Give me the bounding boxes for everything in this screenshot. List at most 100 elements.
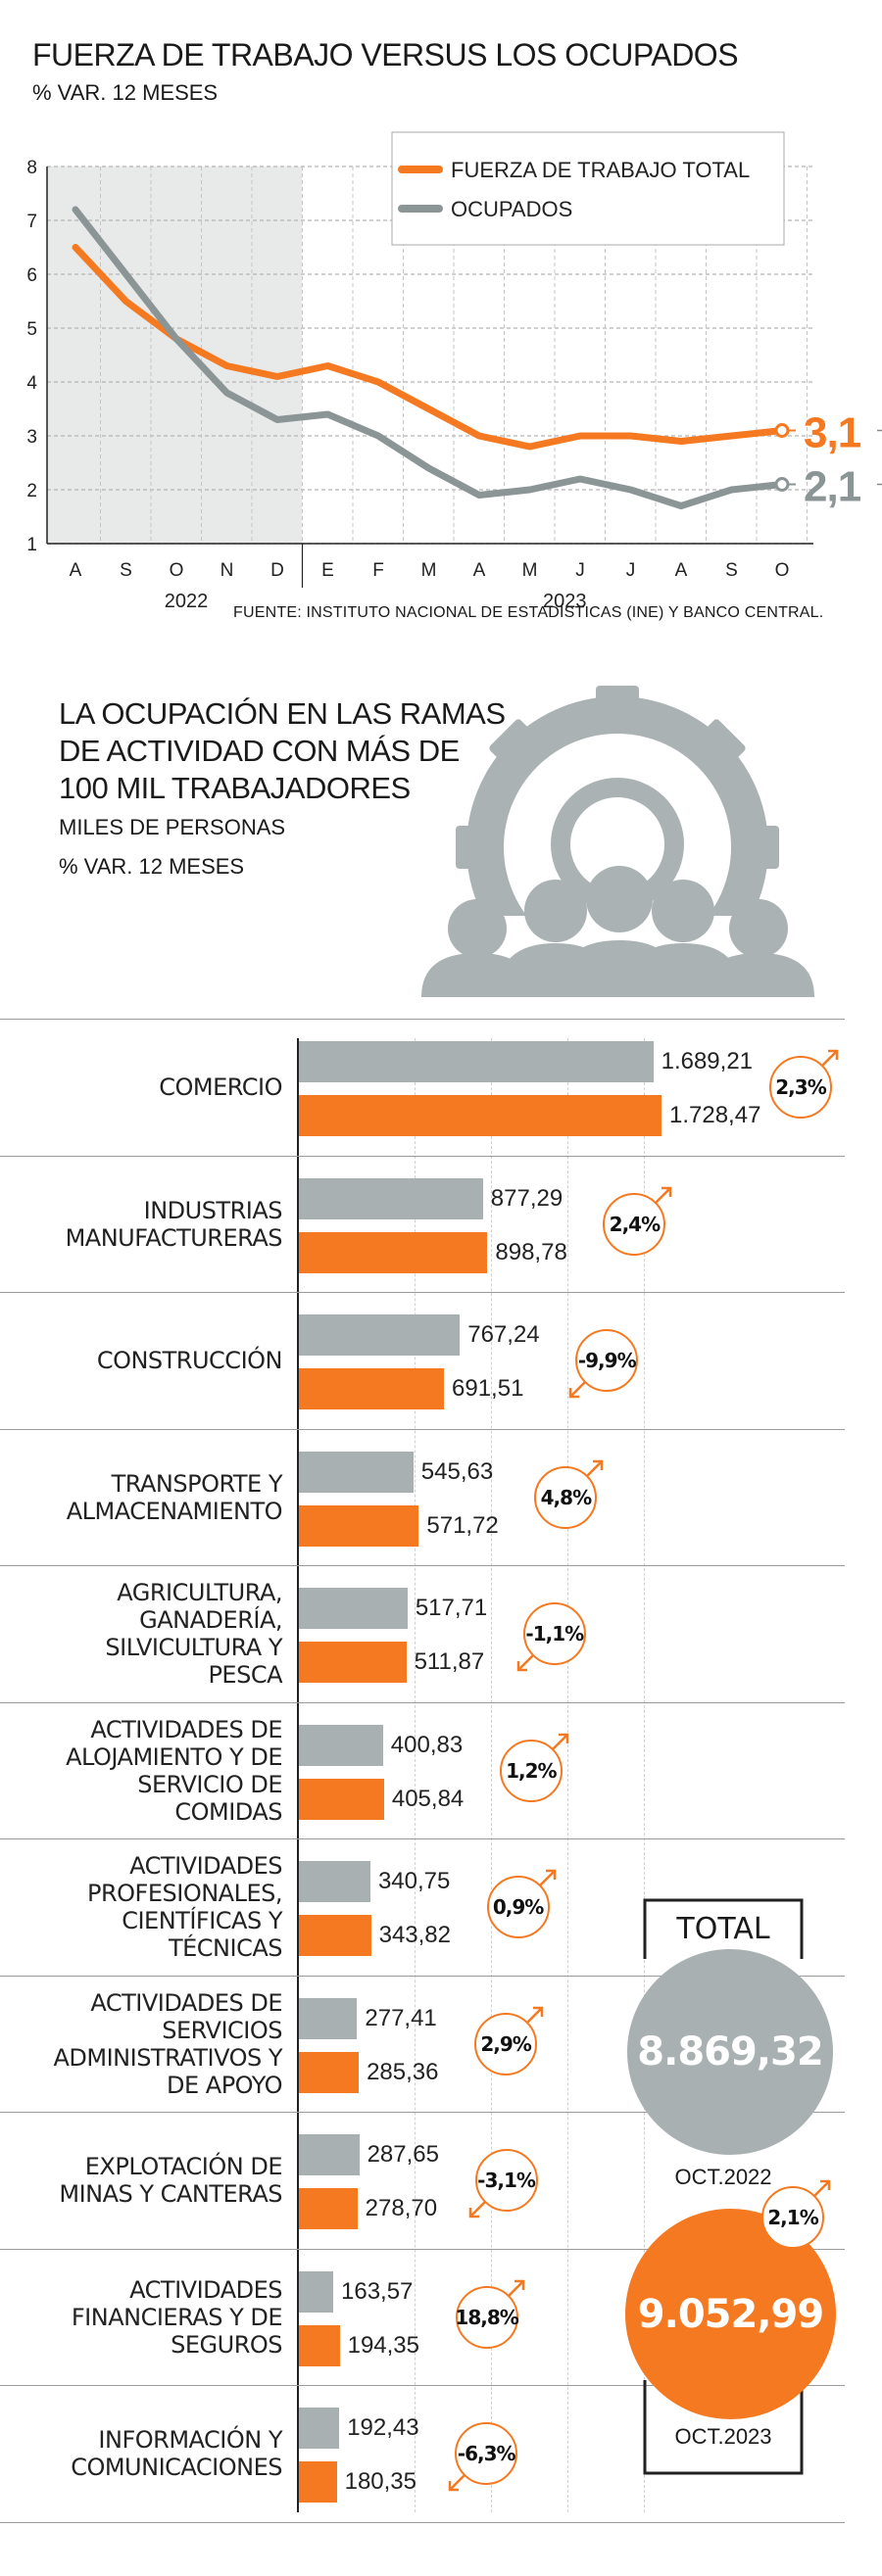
category-label-line: MANUFACTURERAS: [65, 1223, 283, 1252]
category-label-line: COMERCIO: [159, 1073, 282, 1101]
change-badge: -3,1%: [468, 2149, 538, 2218]
bar-oct2022: [299, 1451, 414, 1493]
x-tick-label: A: [675, 560, 688, 581]
series-line: [72, 244, 786, 451]
change-badge: 4,8%: [534, 1459, 604, 1529]
category-label: AGRICULTURA, GANADERÍA, SILVICULTURA Y PESC…: [20, 1579, 282, 1689]
bar-gridline: [567, 1038, 568, 2512]
change-badge: 2,4%: [603, 1186, 672, 1256]
value-label-oct2023: 194,35: [347, 2331, 419, 2359]
x-tick-label: O: [170, 560, 184, 581]
category-label-line: COMIDAS: [174, 1797, 282, 1826]
x-tick-label: A: [473, 560, 486, 581]
category-label-line: ACTIVIDADES DE: [90, 1715, 282, 1743]
x-tick-label: S: [725, 560, 738, 581]
value-label-oct2022: 767,24: [467, 1321, 540, 1348]
x-tick-label: A: [70, 560, 82, 581]
arrow-down-left-icon: [516, 1654, 534, 1672]
series-line: [72, 206, 786, 509]
category-label: CONSTRUCCIÓN: [20, 1347, 283, 1374]
bar-oct2023: [299, 2051, 360, 2093]
series-end-label: 3,1: [804, 409, 861, 457]
change-badge: -6,3%: [448, 2422, 518, 2492]
change-value: 4,8%: [540, 1485, 592, 1509]
arrow-up-right-icon: [821, 1049, 839, 1067]
bar-oct2023: [299, 1778, 384, 1820]
total-change-value: 2,1%: [767, 2206, 818, 2229]
row-separator: [0, 1428, 845, 1430]
category-label-line: INDUSTRIAS: [143, 1196, 283, 1224]
bar-oct2023: [299, 2188, 358, 2229]
category-label: INFORMACIÓN Y COMUNICACIONES: [20, 2426, 282, 2481]
value-label-oct2023: 180,35: [344, 2468, 416, 2495]
value-label-oct2022: 277,41: [365, 2004, 437, 2031]
category-label: ACTIVIDADES FINANCIERAS Y DE SEGUROS: [20, 2276, 283, 2359]
category-label-line: MINAS Y CANTERAS: [59, 2180, 282, 2208]
category-label: TRANSPORTE Y ALMACENAMIENTO: [20, 1470, 283, 1525]
value-label-oct2023: 285,36: [367, 2058, 439, 2085]
year-label-2023: 2023: [543, 591, 587, 612]
y-tick-label: 1: [26, 535, 37, 555]
category-label-line: AGRICULTURA,: [117, 1579, 282, 1606]
arrow-down-left-icon: [448, 2474, 466, 2492]
change-badge: 2,3%: [769, 1049, 839, 1119]
category-label: INDUSTRIAS MANUFACTURERAS: [20, 1196, 283, 1252]
category-label-line: SEGUROS: [171, 2330, 282, 2359]
change-value: -6,3%: [457, 2442, 516, 2465]
y-tick-label: 6: [26, 265, 37, 286]
x-tick-label: E: [321, 560, 334, 581]
change-value: -9,9%: [577, 1349, 637, 1372]
category-label-line: ACTIVIDADES: [129, 1852, 282, 1880]
bar-gridline: [491, 1038, 492, 2512]
bar-oct2023: [299, 1368, 445, 1409]
value-label-oct2022: 545,63: [420, 1457, 494, 1485]
series-end-label: 2,1: [804, 463, 861, 511]
x-tick-label: J: [626, 560, 636, 581]
y-tick-label: 3: [26, 427, 37, 448]
bar-chart-subtitle-var: % VAR. 12 MESES: [59, 854, 245, 879]
category-label: ACTIVIDADES DE SERVICIOS ADMINISTRATIVOS Y…: [20, 1989, 282, 2099]
value-label-oct2022: 877,29: [490, 1184, 564, 1212]
category-label-line: EXPLOTACIÓN DE: [84, 2153, 283, 2180]
bar-oct2022: [299, 2134, 360, 2175]
bar-chart-subtitle-units: MILES DE PERSONAS: [59, 815, 286, 839]
total-2022-value: 8.869,32: [637, 2029, 823, 2075]
change-value: 2,3%: [775, 1075, 826, 1099]
value-label-oct2022: 1.689,21: [661, 1048, 754, 1074]
x-tick-label: M: [522, 560, 538, 581]
change-value: -3,1%: [477, 2169, 536, 2192]
total-change-badge: 2,1%: [761, 2179, 831, 2249]
category-label-line: PROFESIONALES,: [87, 1880, 282, 1907]
bar-gridline: [644, 1038, 645, 2512]
bar-oct2023: [299, 1915, 371, 1956]
change-badge: -1,1%: [516, 1602, 586, 1672]
category-label-line: PESCA: [208, 1661, 282, 1689]
bar-oct2022: [299, 1724, 383, 1766]
x-tick-label: N: [220, 560, 234, 581]
row-separator: [0, 1838, 845, 1839]
row-separator: [0, 2112, 845, 2113]
value-label-oct2023: 898,78: [495, 1238, 567, 1265]
row-separator: [0, 1565, 845, 1566]
year-label-2022: 2022: [165, 591, 209, 612]
arrow-up-right-icon: [507, 2279, 524, 2297]
category-label-line: ADMINISTRATIVOS Y: [53, 2043, 282, 2072]
y-tick-label: 5: [26, 319, 37, 340]
change-badge: -9,9%: [568, 1329, 639, 1399]
row-separator: [0, 1155, 845, 1157]
bar-oct2023: [299, 1642, 407, 1683]
change-value: 1,2%: [506, 1758, 557, 1783]
change-badge: 2,9%: [474, 2006, 544, 2075]
category-label-line: GANADERÍA,: [139, 1606, 282, 1634]
change-value: 2,9%: [480, 2031, 531, 2056]
category-label: COMERCIO: [20, 1073, 282, 1101]
row-separator: [0, 2521, 845, 2523]
arrow-up-right-icon: [586, 1459, 604, 1477]
total-2023-value: 9.052,99: [637, 2292, 824, 2337]
legend-label: OCUPADOS: [451, 197, 572, 221]
category-label: EXPLOTACIÓN DE MINAS Y CANTERAS: [20, 2153, 282, 2208]
y-tick-label: 7: [26, 212, 37, 232]
source-note: FUENTE: INSTITUTO NACIONAL DE ESTADÍSTIC…: [233, 604, 824, 621]
change-badge: 0,9%: [486, 1869, 556, 1938]
category-label-line: ACTIVIDADES DE: [90, 1988, 282, 2017]
